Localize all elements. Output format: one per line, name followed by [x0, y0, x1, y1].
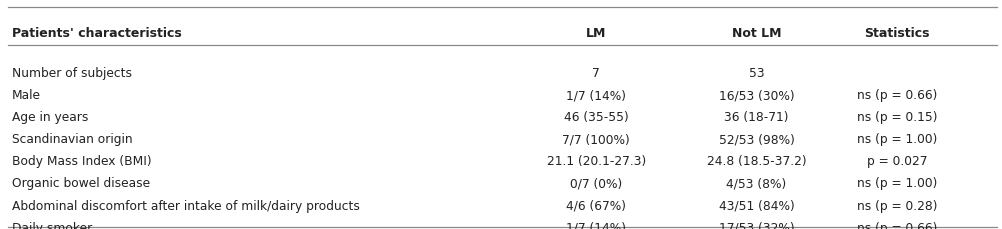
Text: Daily smoker: Daily smoker — [12, 221, 92, 229]
Text: p = 0.027: p = 0.027 — [867, 155, 927, 168]
Text: 46 (35-55): 46 (35-55) — [564, 111, 628, 124]
Text: Statistics: Statistics — [864, 27, 930, 40]
Text: ns (p = 0.66): ns (p = 0.66) — [857, 221, 937, 229]
Text: Age in years: Age in years — [12, 111, 88, 124]
Text: 1/7 (14%): 1/7 (14%) — [566, 89, 626, 102]
Text: 36 (18-71): 36 (18-71) — [724, 111, 789, 124]
Text: Organic bowel disease: Organic bowel disease — [12, 177, 150, 190]
Text: 1/7 (14%): 1/7 (14%) — [566, 221, 626, 229]
Text: Male: Male — [12, 89, 41, 102]
Text: LM: LM — [586, 27, 606, 40]
Text: Abdominal discomfort after intake of milk/dairy products: Abdominal discomfort after intake of mil… — [12, 199, 360, 212]
Text: Number of subjects: Number of subjects — [12, 67, 132, 80]
Text: ns (p = 1.00): ns (p = 1.00) — [857, 133, 937, 146]
Text: ns (p = 0.66): ns (p = 0.66) — [857, 89, 937, 102]
Text: Scandinavian origin: Scandinavian origin — [12, 133, 132, 146]
Text: 52/53 (98%): 52/53 (98%) — [718, 133, 795, 146]
Text: 0/7 (0%): 0/7 (0%) — [570, 177, 622, 190]
Text: ns (p = 1.00): ns (p = 1.00) — [857, 177, 937, 190]
Text: 43/51 (84%): 43/51 (84%) — [718, 199, 795, 212]
Text: 21.1 (20.1-27.3): 21.1 (20.1-27.3) — [546, 155, 646, 168]
Text: 7/7 (100%): 7/7 (100%) — [562, 133, 630, 146]
Text: 7: 7 — [592, 67, 600, 80]
Text: Patients' characteristics: Patients' characteristics — [12, 27, 181, 40]
Text: 17/53 (32%): 17/53 (32%) — [718, 221, 795, 229]
Text: ns (p = 0.28): ns (p = 0.28) — [857, 199, 937, 212]
Text: 16/53 (30%): 16/53 (30%) — [718, 89, 795, 102]
Text: Not LM: Not LM — [731, 27, 782, 40]
Text: 53: 53 — [748, 67, 765, 80]
Text: ns (p = 0.15): ns (p = 0.15) — [857, 111, 937, 124]
Text: Body Mass Index (BMI): Body Mass Index (BMI) — [12, 155, 151, 168]
Text: 24.8 (18.5-37.2): 24.8 (18.5-37.2) — [706, 155, 807, 168]
Text: 4/53 (8%): 4/53 (8%) — [726, 177, 787, 190]
Text: 4/6 (67%): 4/6 (67%) — [566, 199, 626, 212]
